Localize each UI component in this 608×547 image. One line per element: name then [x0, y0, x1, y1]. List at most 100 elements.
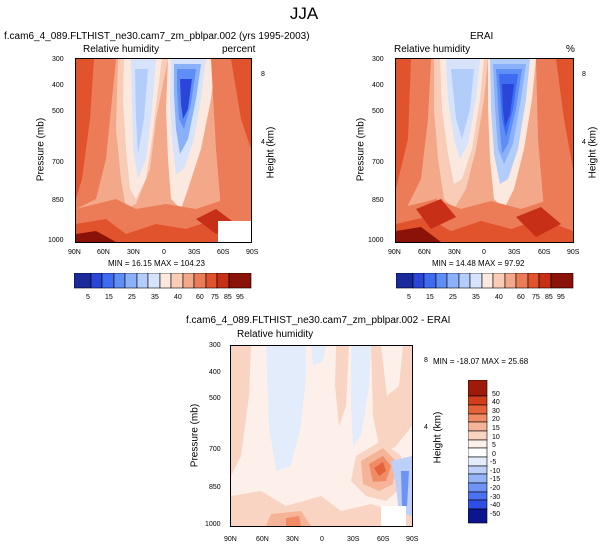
panel2-ytick-400: 400	[372, 82, 384, 89]
panel2-cb-15: 15	[426, 294, 434, 301]
panel1-ytick-1000: 1000	[48, 237, 64, 244]
panel2-cb-35: 35	[472, 294, 480, 301]
main-title: JJA	[289, 4, 319, 23]
panel1-ytick-300: 300	[52, 56, 64, 63]
panel2-plot	[395, 58, 574, 243]
panel2-stats: MIN = 14.48 MAX = 97.92	[432, 259, 525, 268]
panel1-xtick-0: 0	[162, 249, 166, 256]
panel3-cb-30: 30	[492, 408, 500, 415]
panel2-cb-40: 40	[495, 294, 503, 301]
panel3-xtick-90s: 90S	[406, 536, 419, 543]
panel3-title: f.cam6_4_089.FLTHIST_ne30.cam7_zm_pblpar…	[186, 315, 451, 326]
panel2-xtick-30s: 30S	[508, 249, 521, 256]
panel1-xtick-90s: 90S	[246, 249, 259, 256]
panel3-cb-0: 0	[492, 451, 496, 458]
panel2-xtick-60n: 60N	[418, 249, 431, 256]
panel3-cb-15: 15	[492, 425, 500, 432]
panel3-xtick-30s: 30S	[347, 536, 360, 543]
panel2-xtick-90s: 90S	[567, 249, 580, 256]
panel1-xtick-30n: 30N	[127, 249, 140, 256]
panel2-rtick-8: 8	[582, 71, 586, 78]
panel1-xtick-30s: 30S	[188, 249, 201, 256]
panel3-rtick-4: 4	[424, 424, 428, 431]
panel1-ytick-850: 850	[52, 197, 64, 204]
panel3-xtick-90n: 90N	[224, 536, 237, 543]
panel3-cb-m50: -50	[490, 511, 501, 518]
panel2-xtick-0: 0	[482, 249, 486, 256]
panel3-cb-50: 50	[492, 391, 500, 398]
panel1-cb-85: 85	[224, 294, 232, 301]
panel1-plot	[75, 58, 252, 243]
panel3-xtick-60s: 60S	[377, 536, 390, 543]
panel2-ytick-500: 500	[372, 108, 384, 115]
panel1-rtick-4: 4	[261, 139, 265, 146]
panel3-cb-10: 10	[492, 434, 500, 441]
panel1-ylabel-right: Height (km)	[265, 126, 277, 179]
panel1-xtick-60s: 60S	[217, 249, 230, 256]
panel3-ylabel-right: Height (km)	[432, 411, 444, 464]
panel3-xtick-0: 0	[320, 536, 324, 543]
panel3-cb-m40: -40	[490, 502, 501, 509]
panel1-cb-5: 5	[86, 294, 90, 301]
panel1-cb-25: 25	[128, 294, 136, 301]
panel2-colorbar	[396, 273, 574, 289]
panel2-field	[396, 59, 573, 242]
panel3-cb-m15: -15	[490, 476, 501, 483]
panel1-ytick-400: 400	[52, 82, 64, 89]
panel2-rtick-4: 4	[582, 139, 586, 146]
panel2-ytick-1000: 1000	[368, 237, 384, 244]
panel3-plot	[230, 345, 413, 527]
panel1-ytick-500: 500	[52, 108, 64, 115]
panel3-ytick-1000: 1000	[205, 521, 221, 528]
panel3-xtick-60n: 60N	[256, 536, 269, 543]
panel1-ytick-700: 700	[52, 159, 64, 166]
panel3-ytick-700: 700	[209, 446, 221, 453]
panel1-rtick-8: 8	[261, 71, 265, 78]
panel2-xtick-30n: 30N	[448, 249, 461, 256]
panel1-cb-40: 40	[174, 294, 182, 301]
panel2-cb-75: 75	[532, 294, 540, 301]
panel1-title: f.cam6_4_089.FLTHIST_ne30.cam7_zm_pblpar…	[4, 31, 310, 42]
panel2-ylabel: Pressure (mb)	[355, 117, 367, 182]
panel2-cb-85: 85	[545, 294, 553, 301]
panel1-xtick-90n: 90N	[68, 249, 81, 256]
panel1-ylabel: Pressure (mb)	[35, 117, 47, 182]
panel2-cb-60: 60	[517, 294, 525, 301]
panel1-cb-15: 15	[105, 294, 113, 301]
panel3-cb-20: 20	[492, 416, 500, 423]
panel1-cb-35: 35	[151, 294, 159, 301]
panel2-cb-5: 5	[407, 294, 411, 301]
panel2-title: ERAI	[470, 31, 494, 42]
panel1-field	[76, 59, 251, 242]
panel2-right-label: %	[566, 44, 575, 55]
panel3-cb-5: 5	[492, 442, 496, 449]
panel2-left-label: Relative humidity	[394, 44, 471, 55]
panel2-ytick-850: 850	[372, 197, 384, 204]
panel2-cb-25: 25	[449, 294, 457, 301]
panel1-cb-95: 95	[236, 294, 244, 301]
panel1-left-label: Relative humidity	[83, 44, 160, 55]
panel1-cb-60: 60	[196, 294, 204, 301]
panel1-colorbar	[74, 273, 252, 289]
panel3-colorbar	[468, 380, 488, 524]
panel3-ytick-500: 500	[209, 395, 221, 402]
panel1-right-label: percent	[222, 44, 256, 55]
panel3-xtick-30n: 30N	[286, 536, 299, 543]
panel2-ylabel-right: Height (km)	[587, 126, 599, 179]
panel2-xtick-60s: 60S	[538, 249, 551, 256]
panel3-left-label: Relative humidity	[237, 329, 314, 340]
panel3-cb-m30: -30	[490, 494, 501, 501]
panel3-ytick-300: 300	[209, 342, 221, 349]
panel3-ytick-400: 400	[209, 369, 221, 376]
panel1-xtick-60n: 60N	[97, 249, 110, 256]
panel2-ytick-700: 700	[372, 159, 384, 166]
panel3-stats: MIN = -18.07 MAX = 25.68	[433, 357, 529, 366]
panel3-cb-m10: -10	[490, 468, 501, 475]
panel3-ylabel: Pressure (mb)	[189, 403, 201, 468]
panel2-xtick-90n: 90N	[388, 249, 401, 256]
panel3-cb-m5: -5	[490, 459, 497, 466]
panel3-cb-40: 40	[492, 399, 500, 406]
panel2-ytick-300: 300	[372, 56, 384, 63]
panel2-cb-95: 95	[557, 294, 565, 301]
panel3-ytick-850: 850	[209, 484, 221, 491]
